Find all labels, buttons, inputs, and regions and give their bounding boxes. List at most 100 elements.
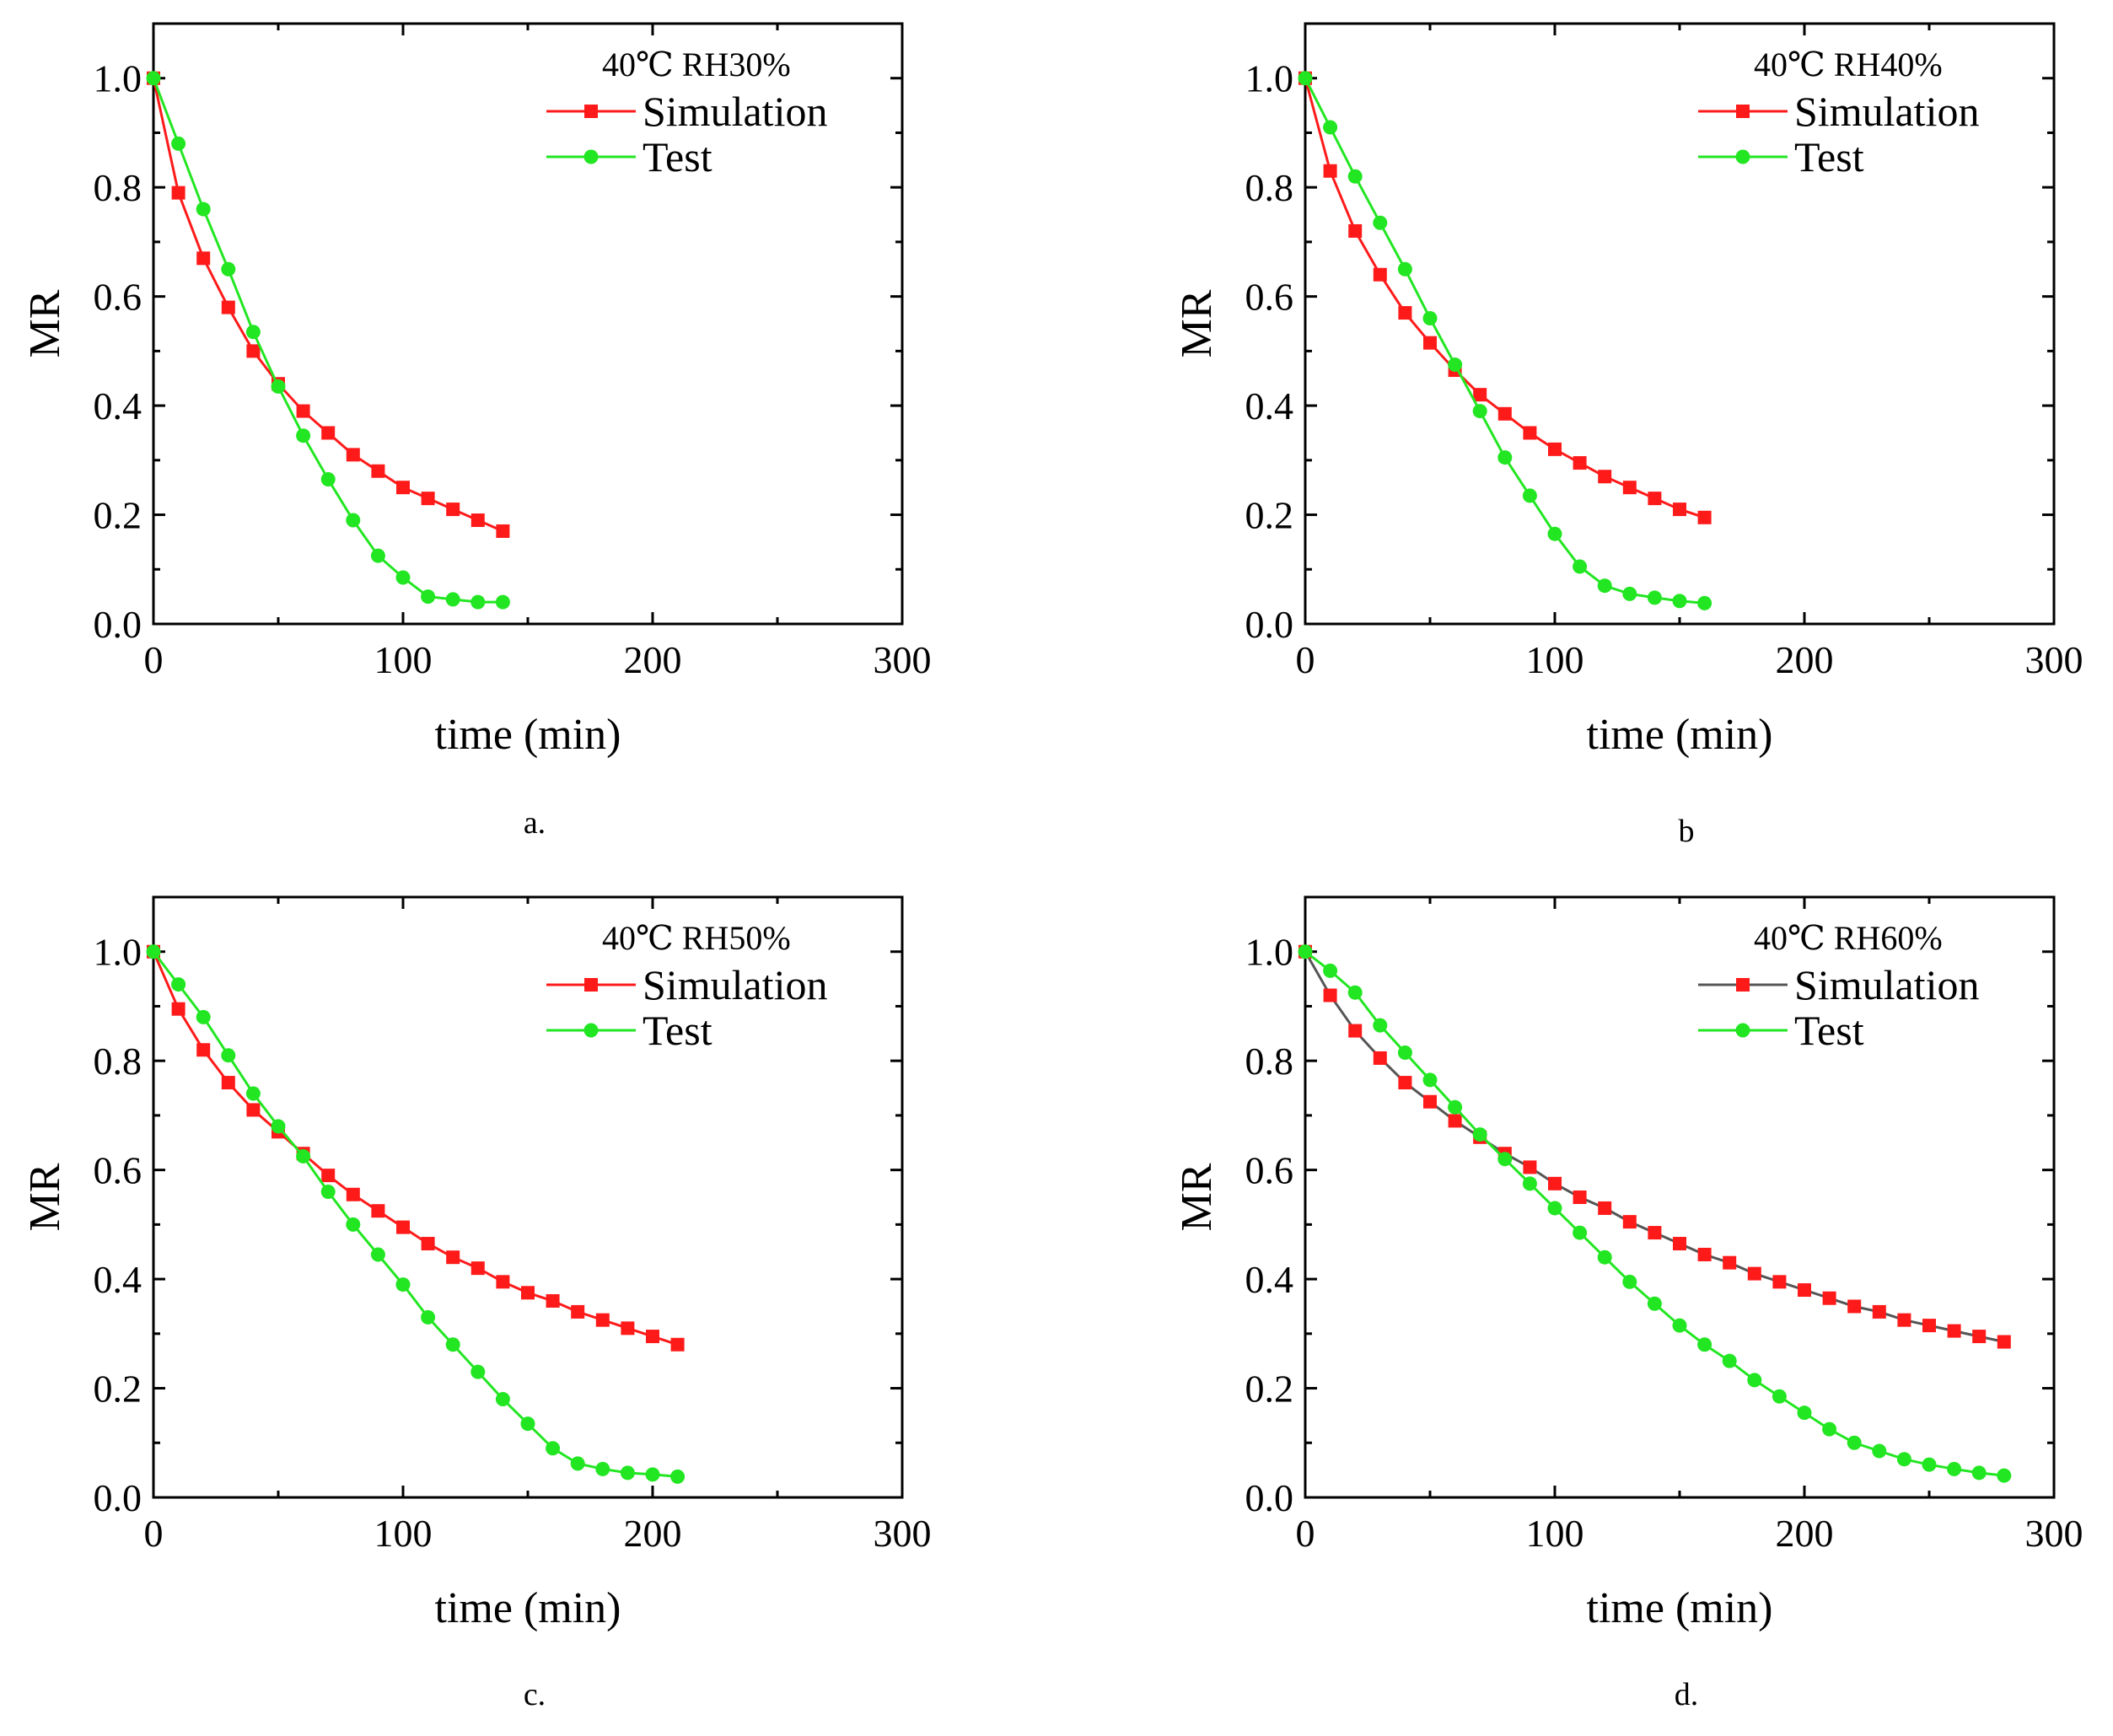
panel-label: d. bbox=[1675, 1677, 1699, 1712]
data-point-test bbox=[1472, 1127, 1487, 1142]
y-tick-label: 0.4 bbox=[94, 384, 142, 427]
data-point-test bbox=[1697, 595, 1712, 610]
y-tick-label: 0.0 bbox=[94, 1476, 142, 1519]
data-point-test bbox=[146, 944, 161, 959]
data-point-simulation bbox=[421, 492, 435, 506]
data-point-simulation bbox=[1622, 481, 1637, 495]
x-tick-label: 300 bbox=[874, 1512, 932, 1555]
y-axis-label: MR bbox=[1173, 289, 1221, 357]
data-point-simulation bbox=[1423, 1094, 1437, 1109]
data-point-simulation bbox=[1497, 406, 1512, 421]
data-point-simulation bbox=[1747, 1266, 1761, 1281]
y-tick-label: 0.4 bbox=[1245, 384, 1294, 427]
data-point-simulation bbox=[571, 1304, 585, 1319]
data-point-simulation bbox=[1373, 267, 1387, 282]
series-line-test bbox=[1304, 950, 2004, 1477]
data-point-simulation bbox=[1872, 1304, 1886, 1319]
x-tick-label: 300 bbox=[874, 638, 932, 681]
data-point-test bbox=[1323, 120, 1338, 135]
data-point-simulation bbox=[1398, 306, 1412, 320]
y-tick-label: 0.8 bbox=[94, 166, 142, 209]
data-point-test bbox=[645, 1467, 660, 1482]
data-point-test bbox=[1547, 526, 1562, 541]
data-point-test bbox=[171, 136, 186, 151]
x-tick-label: 100 bbox=[374, 1512, 433, 1555]
data-point-test bbox=[346, 1217, 361, 1232]
data-point-simulation bbox=[396, 1220, 410, 1234]
legend-title: 40℃ RH30% bbox=[602, 46, 791, 83]
legend-marker-simulation bbox=[584, 105, 598, 118]
series-line-test bbox=[152, 78, 503, 604]
legend-title: 40℃ RH50% bbox=[602, 919, 791, 957]
data-point-test bbox=[395, 570, 411, 585]
data-point-simulation bbox=[1723, 1255, 1737, 1270]
data-point-test bbox=[1922, 1457, 1937, 1472]
data-point-test bbox=[1448, 1099, 1463, 1115]
data-point-simulation bbox=[1847, 1299, 1862, 1314]
data-point-simulation bbox=[1448, 1114, 1462, 1128]
y-tick-label: 1.0 bbox=[94, 931, 142, 974]
data-point-test bbox=[1747, 1373, 1762, 1388]
data-point-test bbox=[196, 202, 211, 217]
y-tick-label: 1.0 bbox=[94, 57, 142, 100]
data-point-simulation bbox=[246, 1103, 261, 1117]
data-point-simulation bbox=[296, 404, 310, 418]
chart-panel-4: 0 100 200 300 0.0 0.2 0.4 0.6 0.8 1.0 time (min) MR… bbox=[1173, 895, 2083, 1712]
data-point-simulation bbox=[421, 1237, 435, 1251]
data-point-simulation bbox=[1673, 503, 1686, 517]
y-tick-label: 0.8 bbox=[1245, 166, 1294, 209]
data-point-test bbox=[1622, 1274, 1637, 1289]
data-point-simulation bbox=[1697, 510, 1712, 524]
y-tick-label: 0.6 bbox=[1245, 1149, 1294, 1192]
legend-label-simulation: Simulation bbox=[643, 961, 827, 1008]
legend-marker-simulation bbox=[1736, 978, 1750, 992]
data-point-simulation bbox=[1648, 1226, 1662, 1240]
data-point-test bbox=[421, 1309, 436, 1325]
data-point-test bbox=[1448, 357, 1463, 373]
data-point-test bbox=[1622, 586, 1637, 601]
legend-label-test: Test bbox=[643, 133, 712, 180]
data-point-test bbox=[1797, 1405, 1812, 1421]
series-line-test bbox=[1304, 78, 1705, 605]
data-point-simulation bbox=[1972, 1330, 1987, 1344]
data-point-simulation bbox=[1373, 1051, 1387, 1065]
legend-label-simulation: Simulation bbox=[643, 88, 827, 135]
data-point-test bbox=[495, 1391, 510, 1406]
y-tick-label: 1.0 bbox=[1245, 57, 1294, 100]
data-point-simulation bbox=[346, 448, 360, 462]
data-point-test bbox=[221, 1048, 236, 1063]
x-tick-label: 200 bbox=[1776, 638, 1834, 681]
y-tick-label: 0.8 bbox=[94, 1040, 142, 1083]
data-point-test bbox=[1347, 985, 1363, 1000]
x-tick-label: 100 bbox=[1526, 1512, 1584, 1555]
data-point-test bbox=[1573, 559, 1588, 574]
data-point-test bbox=[470, 594, 486, 610]
panel-label: c. bbox=[524, 1677, 546, 1712]
data-point-test bbox=[1347, 169, 1363, 184]
legend-label-test: Test bbox=[643, 1007, 712, 1054]
legend-marker-simulation bbox=[584, 978, 598, 992]
legend-marker-test bbox=[583, 1023, 599, 1038]
panel-label: a. bbox=[524, 805, 546, 841]
data-point-test bbox=[346, 513, 361, 528]
data-point-test bbox=[1472, 404, 1487, 419]
legend-label-simulation: Simulation bbox=[1794, 961, 1979, 1008]
data-point-test bbox=[1298, 944, 1313, 959]
data-point-test bbox=[196, 1009, 211, 1024]
series-line-simulation bbox=[152, 78, 504, 533]
y-axis-label: MR bbox=[21, 1163, 69, 1231]
data-point-simulation bbox=[1323, 164, 1337, 178]
y-tick-label: 0.4 bbox=[1245, 1258, 1294, 1301]
data-point-simulation bbox=[221, 1076, 235, 1090]
data-point-simulation bbox=[171, 185, 185, 200]
data-point-test bbox=[620, 1465, 635, 1481]
x-tick-label: 0 bbox=[144, 1512, 164, 1555]
y-tick-label: 0.2 bbox=[94, 1368, 142, 1411]
panel-label: b bbox=[1679, 814, 1695, 849]
data-point-simulation bbox=[321, 1169, 336, 1183]
data-point-simulation bbox=[670, 1337, 685, 1352]
data-point-test bbox=[670, 1469, 686, 1484]
data-point-simulation bbox=[196, 1043, 211, 1057]
data-point-test bbox=[1422, 1072, 1438, 1088]
